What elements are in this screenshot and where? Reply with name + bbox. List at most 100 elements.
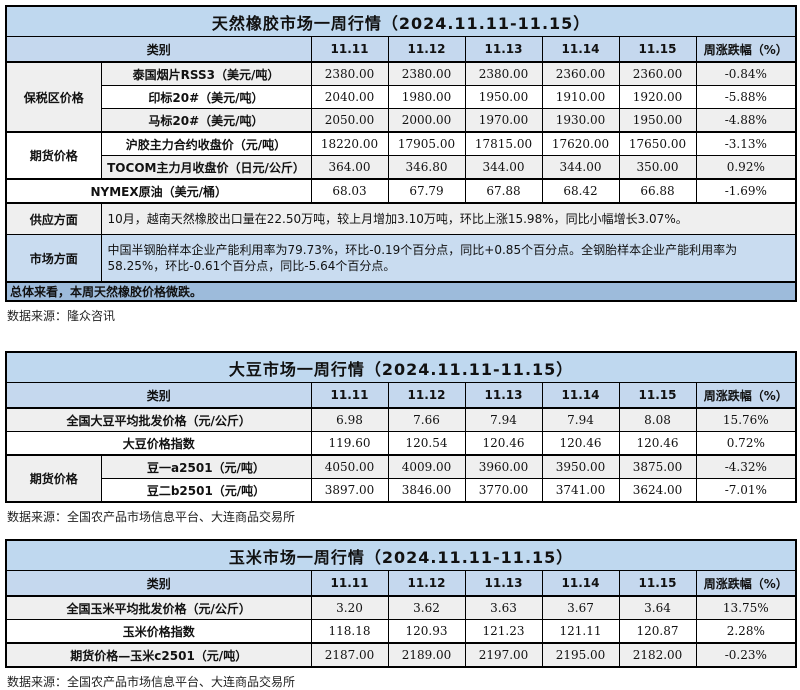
row-label: 豆二b2501（元/吨）	[100, 478, 312, 503]
cell-value: 2380.00	[310, 61, 389, 86]
note-text: 10月，越南天然橡胶出口量在22.50万吨，较上月增加3.10万吨，环比上涨15…	[100, 202, 797, 235]
table-title: 大豆市场一周行情（2024.11.11-11.15）	[5, 351, 797, 383]
cell-value: 67.88	[464, 178, 543, 204]
table-row: 期货价格 豆一a2501（元/吨） 4050.00 4009.00 3960.0…	[5, 454, 797, 503]
note-label: 市场方面	[5, 234, 102, 283]
column-header-date: 11.13	[464, 570, 543, 597]
summary-bar: 总体来看，本周天然橡胶价格微跌。	[5, 281, 797, 302]
cell-value: 2187.00	[310, 642, 389, 668]
cell-value: 3.62	[387, 595, 466, 620]
column-header-date: 11.11	[310, 570, 389, 597]
cell-value: 118.18	[310, 619, 389, 644]
cell-value: 3624.00	[618, 478, 697, 503]
cell-value: 1950.00	[464, 85, 543, 109]
cell-change: -4.88%	[695, 108, 797, 133]
cell-value: 3.63	[464, 595, 543, 620]
cell-value: 2000.00	[387, 108, 466, 133]
cell-value: 17620.00	[541, 131, 620, 156]
table-row: 期货价格 沪胶主力合约收盘价（元/吨） 18220.00 17905.00 17…	[5, 131, 797, 180]
cell-value: 3741.00	[541, 478, 620, 503]
row-group-label: 保税区价格	[5, 61, 102, 133]
column-header-date: 11.13	[464, 382, 543, 409]
row-group-label: 期货价格	[5, 131, 102, 180]
table-row: 市场方面 中国半钢胎样本企业产能利用率为79.73%，环比-0.19个百分点，同…	[5, 234, 797, 283]
cell-value: 2040.00	[310, 85, 389, 109]
cell-value: 68.03	[310, 178, 389, 204]
cell-value: 1920.00	[618, 85, 697, 109]
table-row: 类别 11.11 11.12 11.13 11.14 11.15 周涨跌幅（%）	[5, 36, 797, 63]
cell-value: 120.87	[618, 619, 697, 644]
cell-value: 344.00	[464, 155, 543, 180]
cell-value: 3.64	[618, 595, 697, 620]
cell-value: 120.54	[387, 431, 466, 456]
cell-value: 2360.00	[618, 61, 697, 86]
column-header-date: 11.14	[541, 382, 620, 409]
cell-value: 1970.00	[464, 108, 543, 133]
cell-change: -3.13%	[695, 131, 797, 156]
column-header-change: 周涨跌幅（%）	[695, 382, 797, 409]
column-header-category: 类别	[5, 36, 312, 63]
cell-change: -0.84%	[695, 61, 797, 86]
soybean-table: 大豆市场一周行情（2024.11.11-11.15） 类别 11.11 11.1…	[5, 351, 798, 503]
cell-change: -1.69%	[695, 178, 797, 204]
cell-value: 121.11	[541, 619, 620, 644]
row-label: 豆一a2501（元/吨）	[100, 454, 312, 479]
cell-value: 3875.00	[618, 454, 697, 479]
column-header-date: 11.15	[618, 382, 697, 409]
cell-value: 1980.00	[387, 85, 466, 109]
row-label: TOCOM主力月收盘价（日元/公斤）	[100, 155, 312, 180]
cell-change: 0.72%	[695, 431, 797, 456]
cell-change: 13.75%	[695, 595, 797, 620]
cell-value: 120.93	[387, 619, 466, 644]
table-row: 玉米价格指数 118.18 120.93 121.23 121.11 120.8…	[5, 619, 797, 644]
column-header-date: 11.13	[464, 36, 543, 63]
table-row: 印标20#（美元/吨） 2040.00 1980.00 1950.00 1910…	[6, 85, 797, 109]
cell-change: -7.01%	[695, 478, 797, 503]
column-header-date: 11.11	[310, 382, 389, 409]
cell-value: 68.42	[541, 178, 620, 204]
cell-value: 2182.00	[618, 642, 697, 668]
cell-value: 7.94	[541, 407, 620, 432]
cell-change: -5.88%	[695, 85, 797, 109]
table-row: 供应方面 10月，越南天然橡胶出口量在22.50万吨，较上月增加3.10万吨，环…	[5, 202, 797, 235]
column-header-category: 类别	[5, 382, 312, 409]
column-header-date: 11.12	[387, 382, 466, 409]
table-title: 天然橡胶市场一周行情（2024.11.11-11.15）	[5, 5, 797, 37]
column-header-date: 11.12	[387, 570, 466, 597]
row-label: 全国大豆平均批发价格（元/公斤）	[5, 407, 312, 432]
table-row: 期货价格—玉米c2501（元/吨） 2187.00 2189.00 2197.0…	[5, 642, 797, 668]
cell-value: 3.67	[541, 595, 620, 620]
rubber-table: 天然橡胶市场一周行情（2024.11.11-11.15） 类别 11.11 11…	[5, 5, 798, 302]
cell-value: 66.88	[618, 178, 697, 204]
note-label: 供应方面	[5, 202, 102, 235]
cell-change: -4.32%	[695, 454, 797, 479]
column-header-change: 周涨跌幅（%）	[695, 36, 797, 63]
data-source: 数据来源：隆众咨讯	[7, 309, 116, 323]
note-text: 中国半钢胎样本企业产能利用率为79.73%，环比-0.19个百分点，同比+0.8…	[100, 234, 797, 283]
cell-value: 1950.00	[618, 108, 697, 133]
data-source: 数据来源：全国农产品市场信息平台、大连商品交易所	[7, 510, 296, 524]
cell-value: 18220.00	[310, 131, 389, 156]
corn-table: 玉米市场一周行情（2024.11.11-11.15） 类别 11.11 11.1…	[5, 539, 798, 668]
table-title: 玉米市场一周行情（2024.11.11-11.15）	[5, 539, 797, 571]
column-header-date: 11.12	[387, 36, 466, 63]
column-header-category: 类别	[5, 570, 312, 597]
cell-value: 3770.00	[464, 478, 543, 503]
cell-value: 17650.00	[618, 131, 697, 156]
cell-value: 2189.00	[387, 642, 466, 668]
cell-value: 6.98	[310, 407, 389, 432]
cell-value: 67.79	[387, 178, 466, 204]
cell-value: 3897.00	[310, 478, 389, 503]
table-row: 保税区价格 泰国烟片RSS3（美元/吨） 2380.00 2380.00 238…	[5, 61, 797, 133]
cell-value: 3960.00	[464, 454, 543, 479]
cell-value: 346.80	[387, 155, 466, 180]
row-label: 马标20#（美元/吨）	[100, 108, 312, 133]
row-group-label: 期货价格	[5, 454, 102, 503]
data-source: 数据来源：全国农产品市场信息平台、大连商品交易所	[7, 675, 296, 689]
column-header-change: 周涨跌幅（%）	[695, 570, 797, 597]
row-label: 印标20#（美元/吨）	[100, 85, 312, 109]
cell-change: -0.23%	[695, 642, 797, 668]
column-header-date: 11.14	[541, 570, 620, 597]
cell-value: 2197.00	[464, 642, 543, 668]
